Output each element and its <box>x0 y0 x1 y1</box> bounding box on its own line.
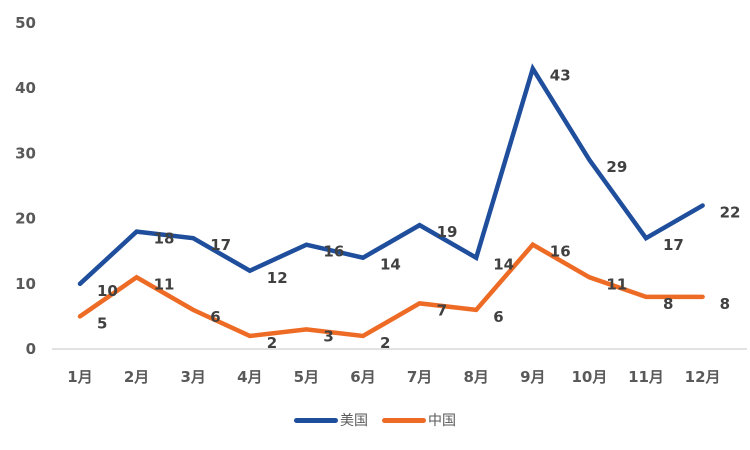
x-tick-label: 9月 <box>520 368 545 386</box>
data-label: 7 <box>437 301 447 319</box>
x-tick-label: 2月 <box>124 368 149 386</box>
data-label: 14 <box>493 256 514 274</box>
data-label: 29 <box>606 158 627 176</box>
legend-label-china: 中国 <box>428 413 456 429</box>
y-tick-label: 30 <box>15 144 36 162</box>
data-label: 8 <box>663 295 673 313</box>
data-label: 16 <box>550 243 571 261</box>
data-label: 6 <box>493 308 503 326</box>
series-lines <box>77 63 705 339</box>
data-label: 17 <box>663 236 684 254</box>
legend-item-usa: 美国 <box>294 410 368 430</box>
data-label: 11 <box>606 275 627 293</box>
data-label: 43 <box>550 67 571 85</box>
data-label: 18 <box>154 230 175 248</box>
legend-label-usa: 美国 <box>340 413 368 429</box>
data-label: 6 <box>210 308 220 326</box>
legend-item-china: 中国 <box>382 410 456 430</box>
data-label: 10 <box>97 282 118 300</box>
x-tick-label: 12月 <box>685 368 721 386</box>
y-tick-label: 0 <box>26 340 36 358</box>
x-tick-label: 3月 <box>180 368 205 386</box>
data-label: 2 <box>380 334 390 352</box>
data-label: 19 <box>437 223 458 241</box>
data-labels: 10 18 17 12 16 14 19 14 43 29 17 22 5 11 6 2 3 2 7 6 16 11 8 8 <box>97 67 740 352</box>
data-label: 22 <box>720 204 741 222</box>
x-tick-label: 11月 <box>628 368 664 386</box>
x-tick-label: 4月 <box>237 368 262 386</box>
x-tick-label: 5月 <box>294 368 319 386</box>
data-label: 3 <box>323 327 333 345</box>
data-label: 17 <box>210 236 231 254</box>
x-tick-label: 8月 <box>463 368 488 386</box>
y-tick-label: 50 <box>15 14 36 32</box>
series-line-0 <box>77 63 705 287</box>
y-tick-label: 20 <box>15 210 36 228</box>
x-axis: 1月 2月 3月 4月 5月 6月 7月 8月 9月 10月 11月 12月 <box>67 368 720 386</box>
x-tick-label: 10月 <box>571 368 607 386</box>
data-label: 11 <box>154 275 175 293</box>
legend-swatch-usa <box>294 417 338 423</box>
y-axis: 0 10 20 30 40 50 <box>15 14 36 358</box>
data-label: 12 <box>267 269 288 287</box>
y-tick-label: 10 <box>15 275 36 293</box>
data-label: 16 <box>323 243 344 261</box>
data-label: 14 <box>380 256 401 274</box>
x-tick-label: 6月 <box>350 368 375 386</box>
data-label: 5 <box>97 314 107 332</box>
data-label: 2 <box>267 334 277 352</box>
legend: 美国 中国 <box>0 410 750 430</box>
data-label: 8 <box>720 295 730 313</box>
x-tick-label: 7月 <box>407 368 432 386</box>
series-line-1 <box>77 241 705 339</box>
y-tick-label: 40 <box>15 79 36 97</box>
legend-swatch-china <box>382 417 426 423</box>
x-tick-label: 1月 <box>67 368 92 386</box>
